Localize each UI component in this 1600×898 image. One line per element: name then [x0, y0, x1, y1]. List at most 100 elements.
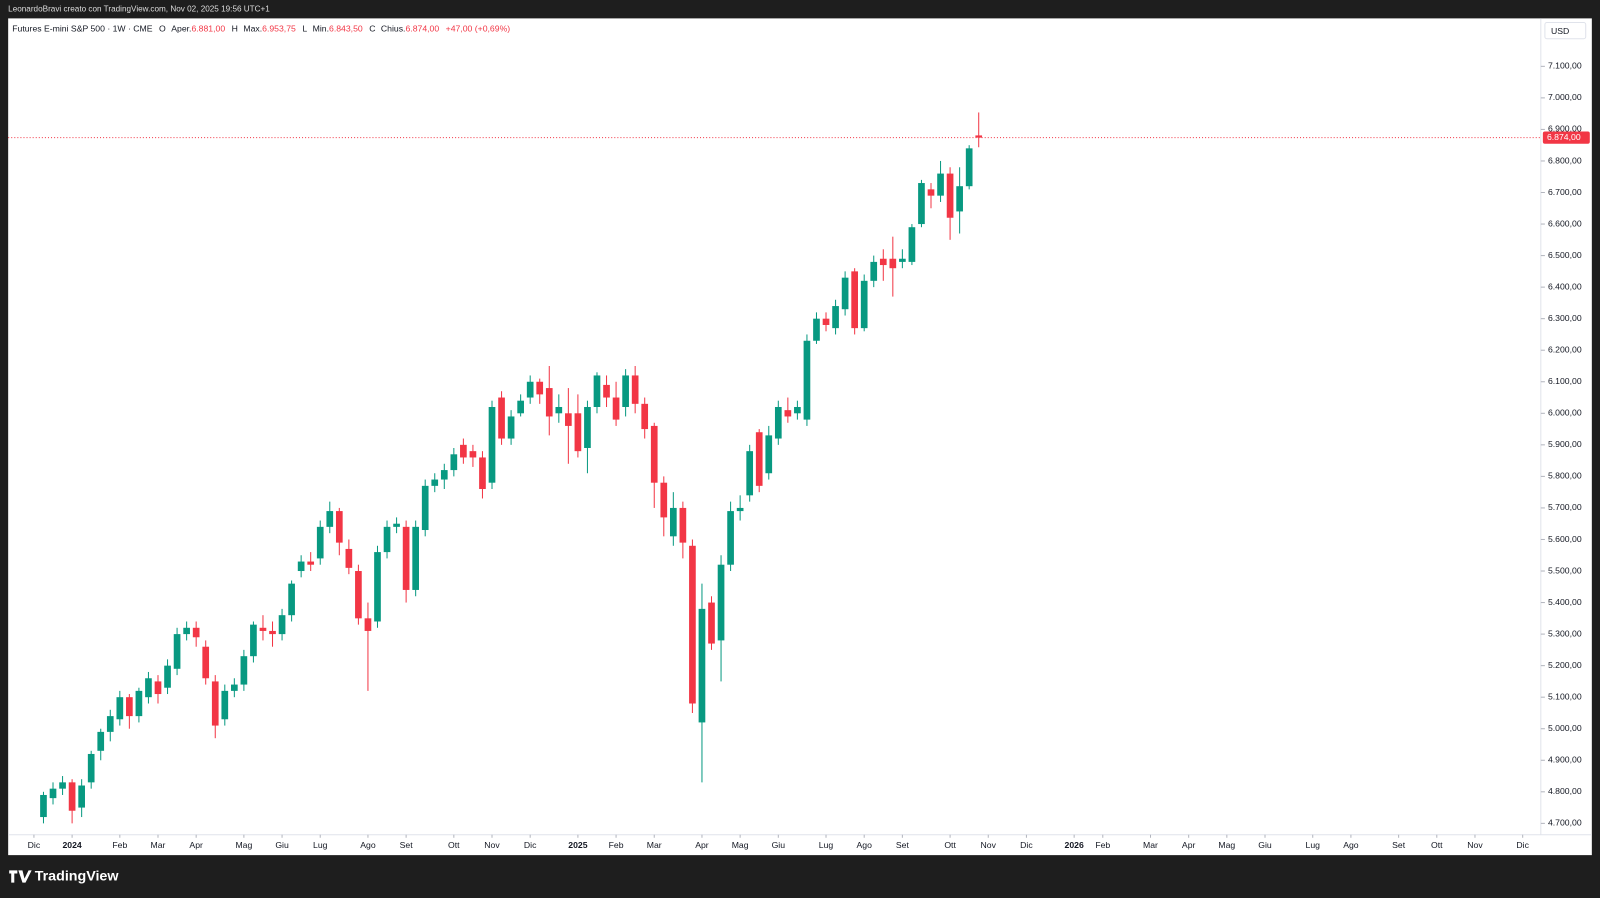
candle-body [774, 406, 782, 439]
candle-body [851, 271, 858, 329]
c-value: 6.874,00 [405, 24, 439, 34]
c: C [369, 24, 375, 34]
y-tick-label: 5.000,00 [1548, 723, 1582, 733]
o-label: Aper. [171, 24, 191, 34]
candle-body [106, 716, 114, 732]
candle-body [660, 482, 668, 518]
candle-body [956, 186, 963, 212]
l: L [302, 24, 307, 34]
candle-body [899, 258, 906, 262]
last-price-box [1542, 131, 1590, 144]
candle-body [927, 189, 935, 196]
candle-body [192, 627, 200, 638]
y-tick-label: 4.700,00 [1548, 818, 1582, 828]
currency-box[interactable] [1544, 21, 1587, 40]
y-tick-label: 6.400,00 [1548, 281, 1582, 291]
candle-body [240, 656, 248, 685]
candle-body [717, 564, 725, 641]
candle-body [297, 561, 305, 572]
candle-body [975, 135, 983, 138]
candle-body [49, 788, 57, 799]
candle-body [813, 318, 820, 341]
candle-body [421, 485, 429, 531]
x-tick-label: Apr [189, 840, 203, 850]
candle-body [355, 571, 362, 619]
candle-body [641, 403, 649, 430]
candle-body [440, 470, 448, 480]
x-tick-label: 2025 [568, 840, 587, 850]
y-tick-label: 4.900,00 [1548, 755, 1582, 765]
candle-body [565, 413, 572, 426]
candle-body [794, 406, 801, 414]
last-price-label: 6.874,00 [1547, 132, 1581, 142]
candle-body [832, 306, 839, 329]
candle-body [78, 785, 85, 808]
y-tick-label: 5.900,00 [1548, 439, 1582, 449]
x-tick-label: Dic [1516, 840, 1529, 850]
x-tick-label: Ago [1343, 840, 1359, 850]
y-tick-label: 6.700,00 [1548, 187, 1582, 197]
candle-body [908, 227, 916, 262]
candle-body [870, 261, 878, 281]
candle-body [230, 684, 238, 691]
candle-body [202, 646, 210, 679]
candle-body [479, 457, 486, 490]
l-label: Min. [313, 24, 329, 34]
currency: USD [1551, 26, 1569, 36]
x-tick-label: Nov [484, 840, 500, 850]
y-tick-label: 6.000,00 [1548, 408, 1582, 418]
candle-body [116, 697, 124, 720]
h-value: 6.953,75 [262, 24, 296, 34]
candle-body [736, 507, 744, 512]
symbol: Futures E-mini S&P 500 · 1W · CME [12, 24, 153, 34]
x-tick-label: Feb [609, 840, 624, 850]
candle-body [135, 690, 143, 717]
candle-body [879, 258, 887, 266]
candle-body [889, 258, 897, 269]
y-tick-label: 6.300,00 [1548, 313, 1582, 323]
footer: TradingView [35, 868, 120, 884]
x-tick-label: Mag [1218, 840, 1235, 850]
candle-body [164, 665, 171, 688]
x-tick-label: Ago [360, 840, 376, 850]
panel [8, 18, 1592, 856]
x-tick-label: Ott [448, 840, 460, 850]
candle-body [269, 630, 276, 635]
candle-body [727, 511, 734, 565]
candle-body [593, 375, 601, 407]
candle-body [87, 753, 95, 783]
candle-body [431, 479, 439, 486]
candle-body [450, 454, 458, 471]
candle-body [183, 627, 190, 635]
candle-body [708, 602, 715, 644]
x-tick-label: Set [1392, 840, 1406, 850]
y-tick-label: 6.600,00 [1548, 218, 1582, 228]
y-tick-label: 5.600,00 [1548, 534, 1582, 544]
candle-body [784, 410, 792, 417]
header: Futures E-mini S&P 500 · 1W · CME O Aper… [12, 24, 510, 34]
candle-body [937, 173, 944, 196]
y-tick-label: 6.500,00 [1548, 250, 1582, 260]
candle-body [288, 583, 295, 616]
top-bar: LeonardoBravi creato con TradingView.com… [8, 4, 270, 13]
candle-body [374, 552, 381, 622]
candle-body [221, 690, 229, 720]
candle-body [460, 444, 467, 458]
candle-body [469, 451, 477, 458]
y-tick-label: 5.100,00 [1548, 691, 1582, 701]
y-tick-label: 5.200,00 [1548, 660, 1582, 670]
candle-body [364, 618, 372, 631]
candle-body [650, 425, 658, 483]
x-tick-label: Dic [28, 840, 41, 850]
x-tick-label: Mar [647, 840, 662, 850]
x-tick-label: Feb [1095, 840, 1110, 850]
candle-body [488, 406, 496, 483]
x-tick-label: 2024 [62, 840, 81, 850]
candle-body [393, 523, 400, 527]
candle-body [631, 375, 639, 404]
x-tick-label: 2026 [1065, 840, 1084, 850]
candle-body [145, 678, 152, 698]
x-tick-label: Dic [524, 840, 537, 850]
y-tick-label: 6.900,00 [1548, 124, 1582, 134]
candle-body [126, 697, 133, 717]
